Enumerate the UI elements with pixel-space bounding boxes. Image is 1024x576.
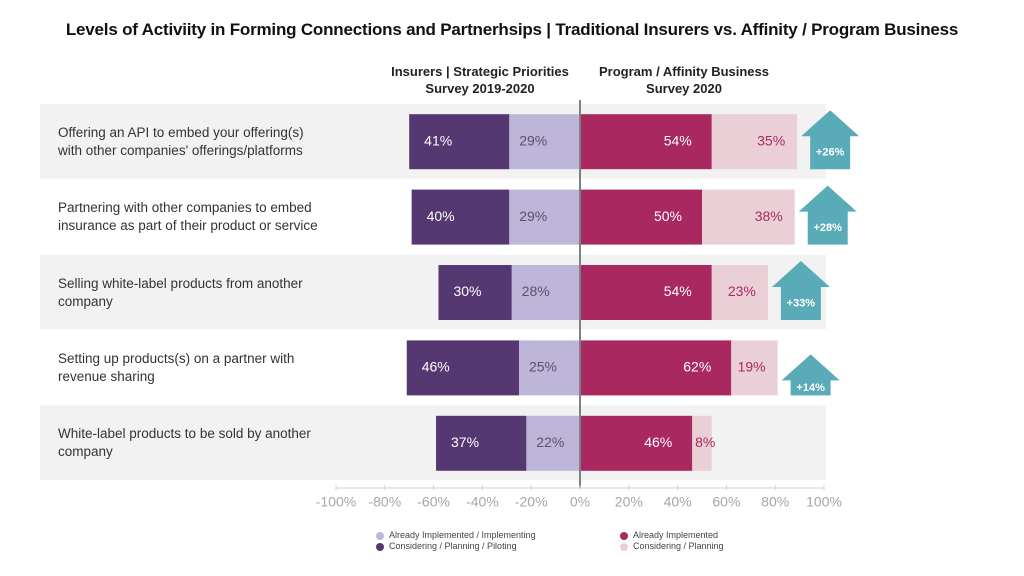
- legend-label: Considering / Planning / Piloting: [389, 541, 517, 551]
- data-label: 54%: [664, 132, 692, 148]
- data-label: 46%: [422, 359, 450, 375]
- bar-program-considering: [692, 415, 712, 471]
- legend-item: Considering / Planning: [620, 541, 724, 552]
- x-tick-label: 0%: [570, 494, 590, 510]
- x-tick-label: 60%: [712, 494, 740, 510]
- row-label-line: Setting up products(s) on a partner with: [58, 350, 295, 366]
- data-label: 54%: [664, 283, 692, 299]
- row-label: Offering an API to embed your offering(s…: [58, 124, 358, 160]
- bar-program-considering: [702, 189, 795, 245]
- legend-item: Already Implemented: [620, 530, 724, 541]
- legend-swatch-icon: [620, 531, 628, 540]
- bar-program-considering: [711, 265, 768, 320]
- bar-program-implemented: [580, 114, 712, 170]
- bar-insurers-implemented: [526, 415, 580, 471]
- bar-insurers-considering: [438, 265, 512, 320]
- program-header-line-1: Program / Affinity Business: [599, 64, 769, 79]
- x-tick-label: -100%: [316, 494, 356, 510]
- legend-label: Already Implemented: [633, 530, 719, 540]
- row-label-line: revenue sharing: [58, 368, 155, 384]
- row-label-line: Offering an API to embed your offering(s…: [58, 124, 304, 140]
- x-tick-label: -60%: [417, 494, 450, 510]
- bar-program-considering: [731, 340, 778, 396]
- up-arrow-icon: [771, 261, 830, 320]
- difference-label: +28%: [813, 222, 842, 234]
- program-column-header: Program / Affinity Business Survey 2020: [584, 63, 784, 97]
- data-label: 23%: [728, 283, 756, 299]
- row-label: Selling white-label products from anothe…: [58, 275, 358, 311]
- bar-program-considering: [711, 114, 798, 170]
- up-arrow-icon: [781, 354, 840, 396]
- data-label: 25%: [529, 359, 557, 375]
- legend-item: Considering / Planning / Piloting: [376, 541, 536, 552]
- data-label: 29%: [519, 208, 547, 224]
- data-label: 29%: [519, 132, 547, 148]
- x-tick-label: -40%: [466, 494, 499, 510]
- x-tick-label: -80%: [368, 494, 401, 510]
- legend-insurers: Already Implemented / Implementing Consi…: [376, 530, 536, 552]
- row-label-line: company: [58, 444, 113, 460]
- data-label: 22%: [536, 434, 564, 450]
- up-arrow-icon: [801, 110, 860, 170]
- x-tick-label: -20%: [515, 494, 548, 510]
- bar-insurers-considering: [409, 114, 510, 170]
- data-label: 38%: [755, 208, 783, 224]
- bar-program-implemented: [580, 340, 732, 396]
- data-label: 50%: [654, 208, 682, 224]
- bar-insurers-implemented: [519, 340, 580, 396]
- bar-program-implemented: [580, 189, 702, 245]
- insurers-header-line-2: Survey 2019-2020: [425, 81, 535, 96]
- legend-swatch-icon: [376, 542, 384, 551]
- data-label: 35%: [757, 132, 785, 148]
- x-tick-label: 100%: [806, 494, 842, 510]
- row-label: Partnering with other companies to embed…: [58, 199, 358, 235]
- data-label: 62%: [683, 359, 711, 375]
- legend-swatch-icon: [620, 542, 628, 551]
- difference-label: +33%: [787, 297, 816, 309]
- insurers-header-line-1: Insurers | Strategic Priorities: [391, 64, 569, 79]
- legend-program: Already Implemented Considering / Planni…: [620, 530, 724, 552]
- data-label: 8%: [695, 434, 715, 450]
- row-label-line: with other companies' offerings/platform…: [58, 142, 303, 158]
- legend-label: Already Implemented / Implementing: [389, 530, 536, 540]
- row-label: Setting up products(s) on a partner with…: [58, 350, 358, 386]
- bar-program-implemented: [580, 415, 693, 471]
- bar-insurers-considering: [406, 340, 519, 396]
- data-label: 28%: [522, 283, 550, 299]
- difference-label: +14%: [796, 382, 825, 394]
- data-label: 41%: [424, 132, 452, 148]
- row-label-line: White-label products to be sold by anoth…: [58, 426, 311, 442]
- bar-insurers-implemented: [511, 265, 580, 320]
- difference-label: +26%: [816, 147, 845, 159]
- bar-program-implemented: [580, 265, 712, 320]
- row-label-line: company: [58, 293, 113, 309]
- data-label: 37%: [451, 434, 479, 450]
- row-label: White-label products to be sold by anoth…: [58, 425, 358, 461]
- data-label: 46%: [644, 434, 672, 450]
- x-tick-label: 40%: [664, 494, 692, 510]
- bar-insurers-considering: [411, 189, 510, 245]
- program-header-line-2: Survey 2020: [646, 81, 722, 96]
- legend-item: Already Implemented / Implementing: [376, 530, 536, 541]
- row-label-line: insurance as part of their product or se…: [58, 218, 318, 234]
- data-label: 19%: [738, 359, 766, 375]
- insurers-column-header: Insurers | Strategic Priorities Survey 2…: [380, 63, 580, 97]
- up-arrow-icon: [798, 185, 857, 245]
- bar-insurers-implemented: [509, 114, 580, 170]
- x-tick-label: 20%: [615, 494, 643, 510]
- chart-title: Levels of Activiity in Forming Connectio…: [65, 20, 959, 39]
- legend-label: Considering / Planning: [633, 541, 724, 551]
- row-label-line: Partnering with other companies to embed: [58, 200, 312, 216]
- legend-swatch-icon: [376, 531, 384, 540]
- x-tick-label: 80%: [761, 494, 789, 510]
- bar-insurers-considering: [436, 415, 527, 471]
- bar-insurers-implemented: [509, 189, 580, 245]
- data-label: 30%: [453, 283, 481, 299]
- row-label-line: Selling white-label products from anothe…: [58, 275, 303, 291]
- data-label: 40%: [427, 208, 455, 224]
